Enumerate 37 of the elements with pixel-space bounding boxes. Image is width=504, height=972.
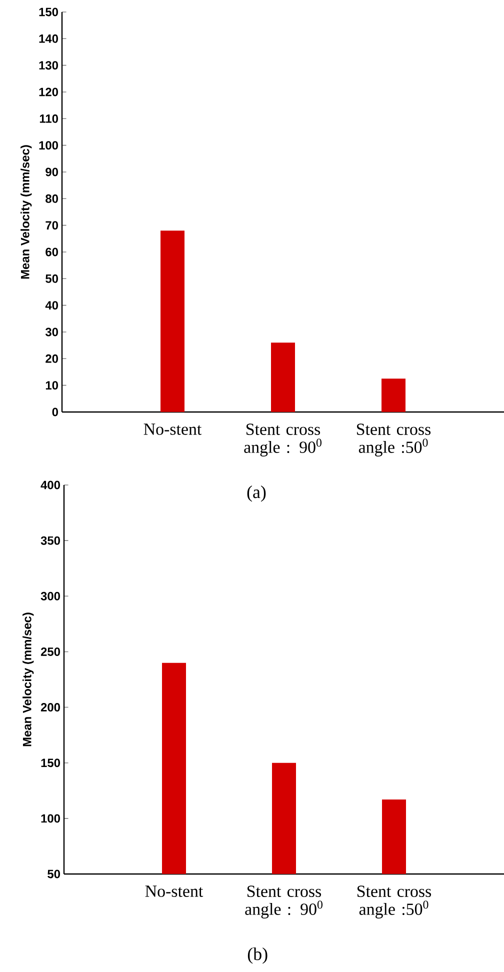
bar [271, 342, 295, 412]
x-tick-label: Stent cross angle :50$^{0}$ [357, 424, 431, 456]
x-tick-label: No-stent [144, 424, 202, 435]
y-tick-label: 70 [46, 221, 58, 230]
y-tick-label: 80 [46, 194, 58, 203]
text: (b) [248, 948, 268, 964]
y-axis-title: Mean Velocity (mm/sec) [20, 145, 32, 279]
y-tick-label: 350 [40, 536, 60, 545]
y-tick-label: 50 [46, 274, 58, 283]
y-tick-label: 20 [46, 354, 58, 363]
y-tick-label: 150 [41, 758, 60, 768]
y-tick-label: 400 [40, 480, 60, 490]
x-tick-label: Stent cross angle :50$^{0}$ [358, 886, 432, 918]
y-tick-label: 90 [46, 168, 58, 176]
y-tick-label: 60 [46, 248, 58, 256]
y-tick-label: 300 [40, 592, 60, 600]
y-tick-label: 140 [39, 34, 58, 43]
y-tick-label: 50 [48, 870, 60, 878]
y-tick-label: 0 [52, 408, 58, 416]
y-tick-label: 120 [39, 88, 58, 96]
annotation: (a) [247, 486, 266, 502]
y-tick-label: 130 [39, 61, 58, 70]
bar [382, 378, 406, 412]
y-tick-label: 100 [39, 141, 58, 150]
y-axis-title: Mean Velocity (mm/sec) [22, 612, 34, 746]
y-tick-label: 250 [40, 647, 60, 656]
x-tick-label: Stent cross angle : 90$^{0}$ [245, 886, 322, 918]
y-tick-label: 100 [41, 814, 60, 823]
y-tick-label: 200 [40, 703, 60, 712]
x-tick-label: No-stent [145, 886, 204, 897]
x-tick-label: Stent cross angle : 90$^{0}$ [244, 424, 322, 456]
y-tick-label: 40 [45, 301, 58, 310]
y-tick-label: 110 [40, 114, 58, 123]
y-tick-label: 150 [39, 8, 58, 16]
bar [160, 230, 184, 412]
y-tick-label: 30 [45, 328, 58, 336]
y-tick-label: 10 [46, 381, 58, 390]
